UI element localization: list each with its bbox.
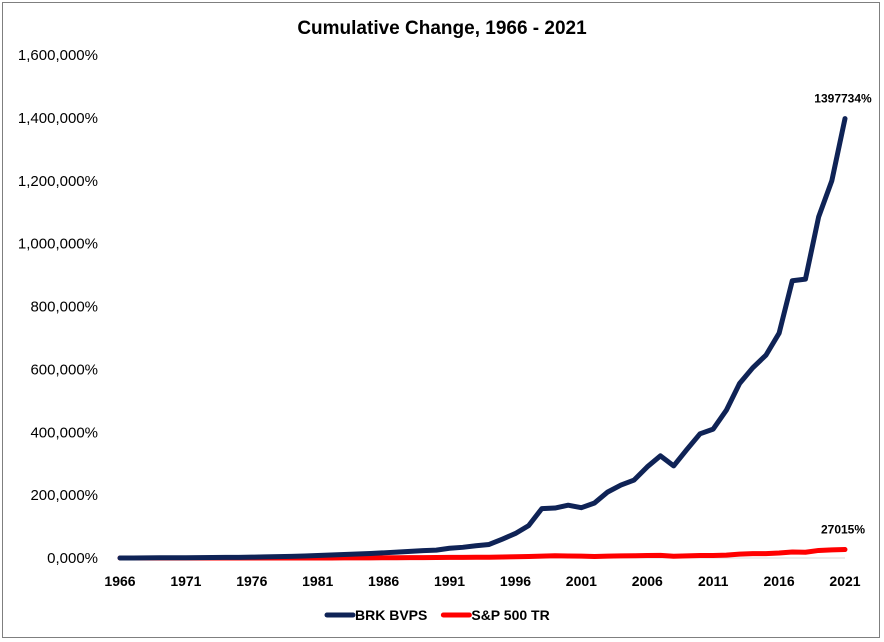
x-tick-label: 1976 (236, 573, 267, 589)
x-tick-label: 1981 (302, 573, 333, 589)
x-tick-label: 1996 (500, 573, 531, 589)
y-tick-label: 0,000% (47, 550, 98, 567)
x-tick-label: 1991 (434, 573, 465, 589)
end-data-label: 27015% (821, 523, 865, 537)
y-axis: 0,000% 200,000% 400,000% 600,000% 800,000% 1,… (18, 47, 98, 567)
x-tick-label: 2011 (698, 573, 729, 589)
x-tick-label: 1971 (170, 573, 201, 589)
y-tick-label: 1,600,000% (18, 47, 98, 64)
series-line-brk-bvps (117, 116, 848, 561)
x-tick-label: 2006 (632, 573, 663, 589)
data-labels: 1397734% 27015% (814, 92, 872, 537)
x-axis: 1966 1971 1976 1981 1986 1991 1996 2001 2006 2011… (104, 557, 861, 589)
x-tick-label: 1986 (368, 573, 399, 589)
x-tick-label: 2021 (829, 573, 860, 589)
y-tick-label: 1,400,000% (18, 110, 98, 127)
y-tick-label: 1,000,000% (18, 236, 98, 253)
legend: BRK BVPS S&P 500 TR (324, 607, 550, 623)
y-tick-label: 800,000% (30, 299, 98, 316)
y-tick-label: 400,000% (30, 424, 98, 441)
y-tick-label: 200,000% (30, 487, 98, 504)
y-tick-label: 600,000% (30, 361, 98, 378)
series-lines (117, 116, 848, 561)
legend-label: BRK BVPS (355, 607, 427, 623)
x-tick-label: 1966 (104, 573, 135, 589)
end-data-label: 1397734% (814, 92, 872, 106)
legend-label: S&P 500 TR (471, 607, 549, 623)
x-tick-label: 2016 (764, 573, 795, 589)
chart-title: Cumulative Change, 1966 - 2021 (297, 18, 587, 39)
y-tick-label: 1,200,000% (18, 173, 98, 190)
x-tick-label: 2001 (566, 573, 597, 589)
